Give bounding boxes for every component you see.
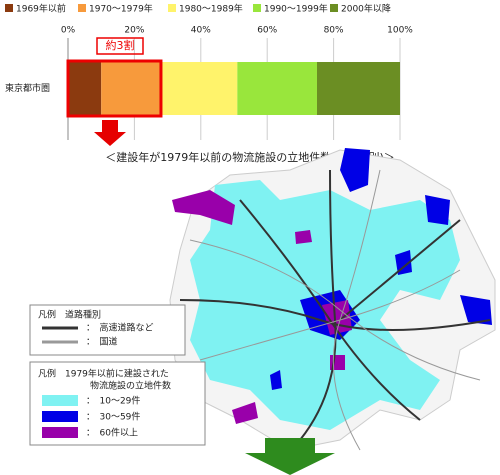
bar-segment — [160, 62, 238, 115]
legend-label: 1990～1999年 — [264, 3, 328, 15]
count-legend: 凡例 1979年以前に建設された 物流施設の立地件数 ： 10～29件 ： 30… — [29, 361, 206, 446]
annotation: 約3割 — [106, 38, 135, 52]
highlight-box — [66, 59, 163, 118]
legend-label: 1980～1989年 — [179, 3, 243, 15]
legend-title: 凡例 道路種別 — [38, 309, 101, 321]
national-road — [199, 269, 461, 361]
legend-label: ： 30～59件 — [86, 411, 140, 423]
x-tick-label: 80% — [324, 26, 344, 36]
expressway — [299, 169, 337, 441]
legend-swatch — [253, 4, 261, 12]
arrow — [94, 120, 126, 146]
x-tick-label: 40% — [191, 26, 211, 36]
chart: 1969年以前 1970～1979年 1980～1989年 1990～1999年 200… — [5, 3, 413, 140]
legend-swatch — [78, 4, 86, 12]
national-road — [189, 239, 481, 381]
legend-swatch — [330, 4, 338, 12]
legend-label: ： 60件以上 — [86, 427, 138, 439]
legend-label: 1969年以前 — [16, 3, 66, 15]
x-tick-label: 100% — [387, 26, 413, 36]
y-tick-label: 東京都市圏 — [5, 82, 50, 94]
legend-label: 1970～1979年 — [89, 3, 153, 15]
legend-label: 2000年以降 — [341, 3, 391, 15]
x-tick-label: 60% — [257, 26, 277, 36]
bar-segment — [237, 62, 317, 115]
expressway — [179, 299, 491, 331]
legend-label: ： 国道 — [86, 336, 118, 348]
legend-swatch — [168, 4, 176, 12]
region-mid — [270, 148, 492, 390]
road-legend: 凡例 道路種別 ： 高速道路など ： 国道 — [29, 304, 186, 356]
expressway — [239, 199, 421, 421]
bar-segment — [101, 62, 161, 115]
bar-segment — [68, 62, 102, 115]
x-tick-label: 0% — [61, 26, 76, 36]
region-high — [172, 190, 352, 424]
bar-segment — [317, 62, 400, 115]
legend-label: ： 10～29件 — [86, 395, 140, 407]
arrow — [245, 438, 335, 475]
legend-title: 凡例 1979年以前に建設された — [38, 368, 169, 380]
map — [169, 148, 496, 451]
annotation-box — [96, 37, 144, 55]
legend-label: ： 高速道路など — [86, 322, 154, 334]
x-tick-label: 20% — [124, 26, 144, 36]
expressway — [339, 219, 461, 321]
legend-subtitle: 物流施設の立地件数 — [90, 380, 171, 392]
legend-swatch — [5, 4, 13, 12]
